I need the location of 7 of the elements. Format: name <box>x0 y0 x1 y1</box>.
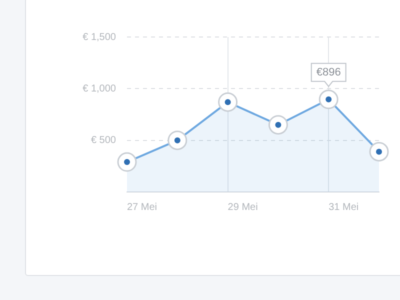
y-tick-label: € 500 <box>90 135 116 146</box>
y-tick-label: € 1,500 <box>82 32 116 43</box>
x-tick-label: 27 Mei <box>127 202 158 213</box>
x-tick-label: 31 Mei <box>328 202 359 213</box>
x-tick-label: 29 Mei <box>228 202 258 213</box>
data-label: €896 <box>316 66 341 78</box>
y-tick-label: € 1,000 <box>82 83 116 94</box>
